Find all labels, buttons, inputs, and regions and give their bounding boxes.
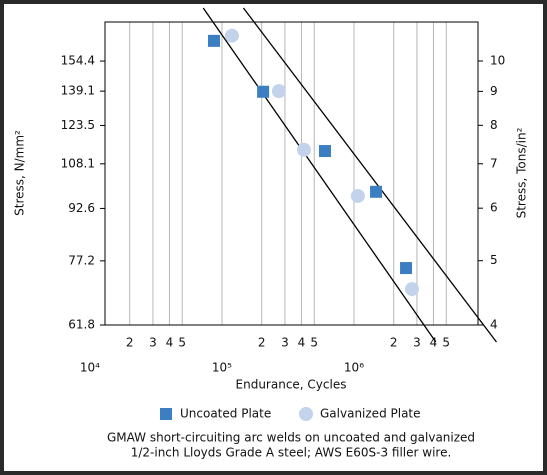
data-point: [207, 34, 220, 47]
y-tick-label: 154.4: [61, 54, 95, 68]
y-tick-label: 77.2: [68, 253, 95, 267]
y-tick-label: 92.6: [68, 201, 95, 215]
data-point: [296, 142, 311, 157]
y2-tick-label: 7: [490, 156, 498, 170]
x-tick-label: 2: [258, 336, 266, 350]
plot-frame: [104, 21, 479, 326]
y-tick-label: 139.1: [61, 84, 95, 98]
fit-line-extension: [202, 7, 214, 23]
data-point: [400, 262, 413, 275]
x-tick-label: 5: [310, 336, 318, 350]
x-tick-label: 5: [178, 336, 186, 350]
y2-tick-label: 6: [490, 201, 498, 215]
y2-axis-label: Stress, Tons/in²: [515, 127, 529, 218]
caption: GMAW short-circuiting arc welds on uncoa…: [107, 431, 475, 445]
x-tick-label: 4: [298, 336, 306, 350]
x-tick-label: 2: [390, 336, 398, 350]
x-tick-label: 2: [126, 336, 134, 350]
legend-swatch: [299, 407, 313, 421]
y-axis-label: Stress, N/mm²: [13, 130, 27, 216]
data-point: [224, 28, 239, 43]
y-tick-label: 61.8: [68, 318, 95, 332]
data-point: [318, 145, 331, 158]
y-tick-label: 108.1: [61, 156, 95, 170]
x-axis-label: Endurance, Cycles: [236, 378, 347, 392]
x-tick-label: 4: [430, 336, 438, 350]
fit-line-extension: [423, 324, 437, 343]
x-tick-label: 3: [149, 336, 157, 350]
x-tick-label: 3: [281, 336, 289, 350]
y2-tick-label: 4: [490, 318, 498, 332]
data-point: [370, 185, 383, 198]
legend-swatch: [160, 408, 172, 420]
x-tick-label: 10⁵: [212, 361, 232, 375]
fit-line: [253, 21, 479, 319]
x-tick-label: 4: [166, 336, 174, 350]
x-tick-label: 5: [442, 336, 450, 350]
x-tick-label: 10⁴: [80, 361, 100, 375]
y2-tick-label: 9: [490, 84, 498, 98]
x-tick-label: 10⁶: [344, 361, 364, 375]
legend-label: Galvanized Plate: [320, 407, 421, 421]
y-tick-label: 123.5: [61, 118, 95, 132]
fit-line-extension: [242, 7, 255, 23]
legend-label: Uncoated Plate: [180, 407, 271, 421]
data-point: [271, 84, 286, 99]
data-point: [350, 188, 365, 203]
fit-line-extension: [477, 317, 497, 343]
caption: 1/2-inch Lloyds Grade A steel; AWS E60S-…: [131, 446, 452, 460]
x-tick-label: 3: [413, 336, 421, 350]
data-point: [404, 282, 419, 297]
fit-line: [212, 21, 425, 326]
y2-tick-label: 8: [490, 118, 498, 132]
y2-tick-label: 10: [490, 54, 505, 68]
data-point: [257, 85, 270, 98]
y2-tick-label: 5: [490, 253, 498, 267]
